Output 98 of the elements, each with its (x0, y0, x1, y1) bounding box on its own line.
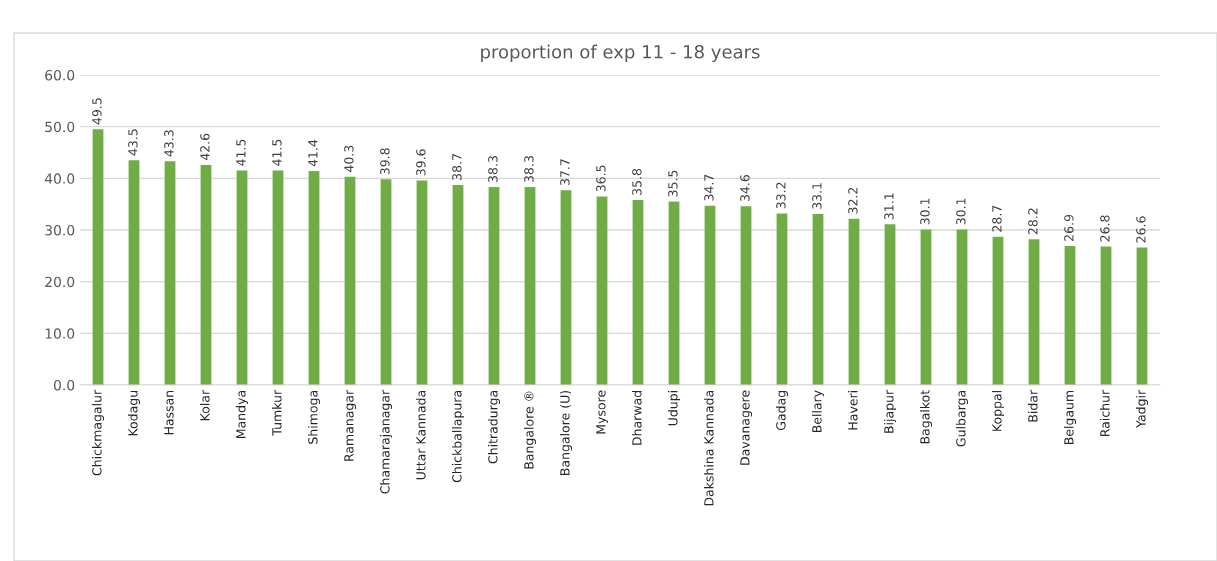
data-label: 37.7 (560, 159, 570, 186)
x-tick-label: Gulbarga (955, 391, 969, 447)
data-label: 38.7 (452, 154, 462, 180)
bar (848, 218, 860, 385)
x-tick-label: Chamarajanagar (379, 389, 393, 494)
x-tick-label: Mysore (596, 390, 609, 434)
bar (1100, 246, 1112, 385)
x-tick-label: Haveri (847, 391, 858, 430)
x-tick-label: Chickmagalur (91, 389, 105, 476)
x-tick-label: Dakshina Kannada (703, 390, 714, 506)
bar (524, 187, 536, 385)
bar (956, 229, 968, 385)
y-tick-label: 0.0 (53, 379, 75, 391)
x-tick-label: Tumkur (271, 389, 282, 436)
x-tick-label: Belgaum (1063, 390, 1077, 445)
data-label: 39.8 (380, 148, 390, 175)
bar (1136, 247, 1148, 385)
data-label: 30.1 (956, 198, 966, 225)
data-label: 30.1 (920, 198, 930, 225)
x-tick-label: Bangalore (U) (559, 390, 573, 475)
x-tick-label: Shimoga (307, 391, 321, 444)
data-label: 28.7 (992, 205, 1002, 232)
chart-title: proportion of exp 11 - 18 years (481, 44, 760, 63)
bar (344, 176, 356, 385)
data-label: 33.2 (776, 182, 786, 209)
bar (740, 206, 752, 385)
bar (668, 201, 680, 385)
x-tick-label: Chickballapura (451, 391, 465, 483)
x-tick-label: Raichur (1099, 389, 1110, 437)
x-tick-label: Bangalore ® (523, 391, 537, 469)
data-label: 26.8 (1100, 215, 1110, 242)
data-label: 28.2 (1028, 208, 1038, 235)
data-label: 38.3 (488, 156, 498, 182)
x-tick-label: Ramanagar (344, 389, 357, 461)
x-tick-label: Kodagu (127, 391, 141, 436)
data-label: 31.1 (884, 193, 894, 220)
bar (488, 187, 500, 385)
bar (416, 180, 428, 385)
data-label: 40.3 (344, 145, 354, 173)
data-label: 26.9 (1064, 214, 1074, 241)
data-label: 34.7 (704, 174, 714, 201)
x-tick-label: Bellary (811, 390, 825, 433)
x-tick-label: Kolar (199, 389, 210, 421)
data-label: 41.5 (236, 139, 246, 166)
bar (236, 170, 248, 385)
y-tick-label: 60.0 (45, 69, 75, 81)
x-tick-label: Davanagere (740, 390, 753, 465)
y-tick-label: 20.0 (45, 276, 75, 288)
data-label: 36.5 (596, 165, 606, 192)
x-tick-label: Chitradurga (487, 391, 501, 464)
bar (452, 185, 464, 385)
data-label: 35.8 (632, 168, 642, 195)
data-label: 42.6 (200, 133, 210, 161)
data-label: 39.6 (416, 149, 426, 176)
bar (1064, 246, 1076, 385)
x-tick-label: Udupi (667, 391, 681, 426)
bar (380, 179, 392, 385)
y-tick-label: 10.0 (45, 328, 75, 339)
bar (704, 205, 716, 385)
x-tick-label: Bijapur (883, 389, 897, 433)
x-tick-label: Yadgir (1135, 389, 1149, 428)
x-tick-label: Koppal (991, 391, 1005, 431)
bar (884, 224, 896, 385)
data-label: 26.6 (1136, 216, 1146, 243)
data-label: 33.1 (812, 183, 822, 209)
x-tick-label: Bidar (1027, 389, 1038, 422)
bar (920, 229, 932, 385)
data-label: 49.5 (92, 98, 102, 125)
x-tick-label: Bagalkot (919, 390, 933, 444)
bar (128, 160, 140, 385)
data-label: 38.3 (524, 156, 534, 182)
x-tick-label: Mandya (235, 391, 249, 438)
bar (92, 129, 104, 385)
y-tick-label: 40.0 (44, 173, 75, 184)
y-tick-label: 30.0 (45, 224, 75, 236)
bar (272, 170, 284, 385)
x-tick-label: Dharwad (631, 391, 642, 445)
x-tick-label: Hassan (164, 390, 174, 435)
data-label: 41.5 (272, 139, 282, 166)
data-label: 43.3 (164, 130, 174, 157)
bar (1028, 239, 1040, 385)
data-label: 35.5 (668, 170, 678, 197)
bar (776, 213, 788, 385)
data-label: 43.5 (128, 129, 138, 156)
bar (308, 171, 320, 385)
bar (164, 161, 176, 385)
bar (560, 190, 572, 385)
y-tick-label: 50.0 (45, 121, 75, 133)
bar (992, 236, 1004, 385)
bar (596, 196, 608, 385)
bar (632, 200, 644, 385)
data-label: 32.2 (848, 187, 858, 214)
x-tick-label: Uttar Kannada (415, 390, 426, 480)
data-label: 41.4 (308, 139, 318, 167)
bar (812, 213, 824, 385)
data-label: 34.6 (740, 175, 750, 202)
bar (200, 164, 212, 385)
x-tick-label: Gadag (775, 391, 789, 431)
